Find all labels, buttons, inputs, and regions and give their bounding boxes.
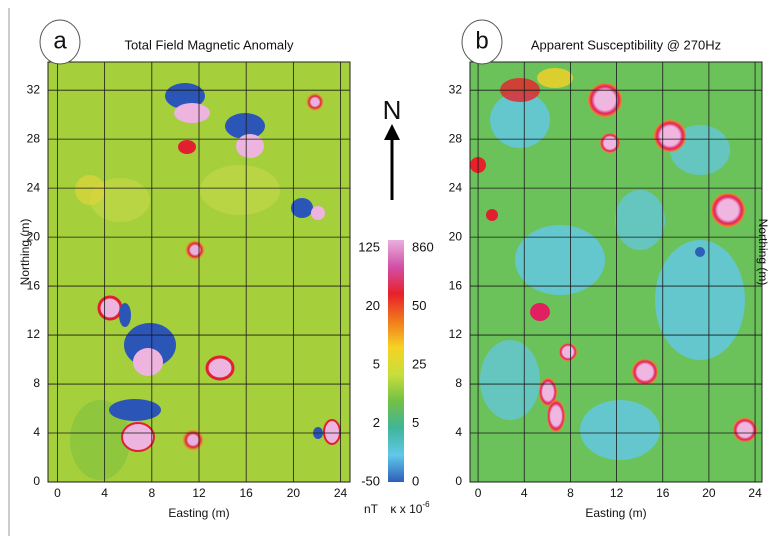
y-tick-label: 4	[455, 425, 462, 439]
y-tick-label: 28	[27, 131, 41, 145]
colorbar-tick-label: -50	[361, 473, 380, 488]
y-tick-label: 8	[33, 376, 40, 390]
x-tick-label: 4	[521, 486, 528, 500]
y-axis-label: Northing (m)	[18, 219, 32, 286]
x-tick-label: 12	[192, 486, 206, 500]
colorbar-tick-label: 2	[373, 415, 380, 430]
y-tick-label: 32	[449, 82, 463, 96]
y-tick-label: 0	[33, 474, 40, 488]
colorbar-tick-label: 20	[366, 298, 380, 313]
y-axis-label: Northing (m)	[756, 219, 770, 286]
x-axis-label: Easting (m)	[168, 506, 229, 520]
panel-title: Total Field Magnetic Anomaly	[124, 37, 294, 52]
x-tick-label: 24	[748, 486, 762, 500]
panel-b: 0 4 8 12 16 20 24 0 4 8 12 16 20 24 28 32 Easting (m) Nor…	[449, 20, 770, 520]
x-tick-label: 16	[240, 486, 254, 500]
x-tick-label: 16	[656, 486, 670, 500]
y-tick-label: 24	[27, 180, 41, 194]
y-tick-label: 12	[27, 327, 41, 341]
colorbar-tick-label: 5	[412, 415, 419, 430]
y-tick-label: 8	[455, 376, 462, 390]
x-tick-label: 20	[702, 486, 716, 500]
y-tick-label: 28	[449, 131, 463, 145]
colorbar-tick-label: 25	[412, 356, 426, 371]
unit-text: κ x 10	[390, 502, 422, 516]
colorbar-tick-label: 125	[358, 239, 380, 254]
colorbar-tick-label: 50	[412, 298, 426, 313]
colorbar	[388, 240, 404, 482]
x-tick-label: 8	[567, 486, 574, 500]
colorbar-tick-label: 5	[373, 356, 380, 371]
y-tick-label: 20	[449, 229, 463, 243]
figure: 04812162024048121620242832Easting (m)Nor…	[0, 0, 773, 540]
north-label: N	[383, 95, 402, 125]
panel-letter: a	[53, 27, 67, 54]
x-tick-label: 0	[54, 486, 61, 500]
colorbar-tick-label: 0	[412, 473, 419, 488]
unit-exponent: -6	[422, 500, 430, 509]
x-tick-label: 20	[287, 486, 301, 500]
x-tick-label: 0	[475, 486, 482, 500]
panel-title: Apparent Susceptibility @ 270Hz	[531, 37, 721, 52]
y-tick-label: 12	[449, 327, 463, 341]
y-tick-label: 24	[449, 180, 463, 194]
x-tick-label: 24	[334, 486, 348, 500]
y-tick-label: 32	[27, 82, 41, 96]
colorbar-unit: nT	[364, 502, 379, 516]
x-tick-label: 8	[148, 486, 155, 500]
x-tick-label: 12	[610, 486, 624, 500]
y-tick-label: 0	[455, 474, 462, 488]
panel-letter: b	[475, 27, 488, 54]
colorbar-tick-label: 860	[412, 239, 434, 254]
north-arrow: N	[383, 95, 402, 200]
y-tick-label: 4	[33, 425, 40, 439]
x-axis-label: Easting (m)	[585, 506, 646, 520]
y-tick-label: 16	[449, 278, 463, 292]
x-tick-label: 4	[101, 486, 108, 500]
colorbar-unit: κ x 10-6	[390, 500, 430, 516]
